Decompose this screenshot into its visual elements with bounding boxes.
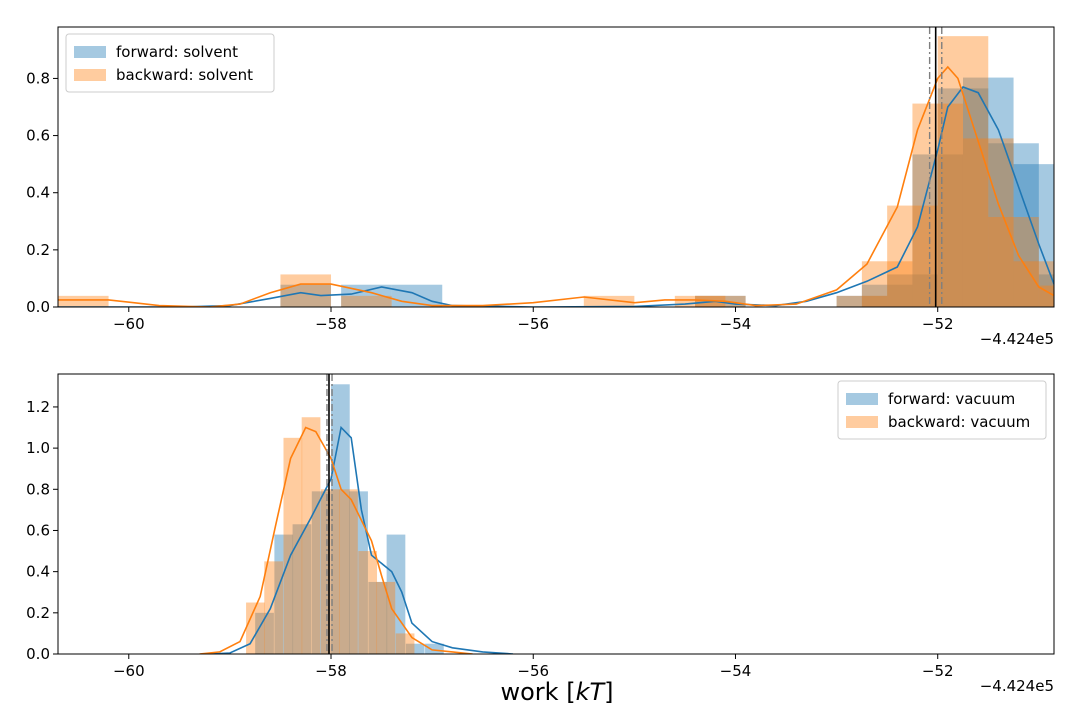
histogram-bar [988,217,1039,307]
histogram-bar [386,534,406,654]
histogram-bar [320,489,340,654]
y-tick-label: 0.8 [26,69,50,87]
histogram-bar [425,643,444,654]
histogram-bar [376,581,396,654]
legend: forward: solvent backward: solvent [65,33,275,93]
legend-frame [65,33,275,93]
kde-line-forward [209,425,514,654]
legend: forward: vacuum backward: vacuum [837,380,1047,440]
histogram-bar [58,295,109,307]
x-tick-label: −60 [113,315,145,333]
y-tick-label: 0.6 [26,521,50,539]
histogram-bar [1038,285,1054,307]
x-tick-label: −54 [720,662,752,680]
x-tick-label: −52 [922,662,954,680]
y-tick-label: 1.0 [26,439,50,457]
histogram-bar [861,284,913,307]
kde-line-backward [58,65,1054,307]
histogram-bar [836,295,888,307]
x-tick-label: −52 [922,315,954,333]
y-tick-label: 0.8 [26,480,50,498]
histogram-bar [836,295,888,307]
x-tick-label: −58 [315,315,347,333]
x-tick-label: −60 [113,662,145,680]
y-tick-label: 0.4 [26,184,50,202]
histogram-bar [395,633,415,654]
legend-swatch [74,46,106,58]
histogram-bar [912,154,963,307]
x-axis-label: work [kT] [500,678,613,706]
histogram-bar [280,274,332,307]
histogram-bar [341,295,392,307]
legend-swatch [846,393,878,405]
histogram-bar [339,489,358,654]
legend-label: backward: vacuum [888,413,1030,431]
y-tick-label: 0.2 [26,604,50,622]
histogram-bar [583,295,635,307]
histogram-bar [255,612,274,654]
axes-frame [57,26,1055,308]
x-tick-label: −58 [315,662,347,680]
solvent-panel: −60 −58 −56 −54 −52 0.0 0.2 0.4 0.6 0.8 −4.424e5 fo… [26,26,1055,348]
series-bars-forward [255,384,444,654]
histogram-bar [358,551,378,654]
histogram-bar [301,417,321,654]
plot-area [199,374,514,654]
axes-frame [57,373,1055,655]
histogram-bar [274,534,294,654]
x-offset-label: −4.424e5 [980,330,1054,348]
histogram-bar [283,437,303,654]
histogram-bar [674,295,726,307]
legend-label: backward: solvent [116,66,253,84]
legend-swatch [74,69,106,81]
histogram-bar [405,643,425,654]
series-bars-backward [246,417,415,654]
legend-swatch [846,416,878,428]
x-offset-label: −4.424e5 [980,677,1054,695]
histogram-bar [349,491,368,654]
legend-label: forward: solvent [116,43,238,61]
y-tick-label: 0.0 [26,645,50,663]
y-tick-label: 0.2 [26,241,50,259]
histogram-bar [937,88,989,307]
histogram-bar [341,284,392,307]
histogram-bar [937,36,989,307]
histogram-bar [1013,164,1054,307]
histogram-bar [1013,261,1054,307]
series-bars-backward [58,36,1054,307]
x-tick-label: −56 [517,315,549,333]
histogram-bar [368,581,388,654]
histogram-bar [912,103,963,307]
histogram-bar [311,491,331,654]
histogram-bar [264,561,283,654]
histogram-bar [861,261,913,307]
plot-area [58,27,1054,307]
legend-frame [837,380,1047,440]
x-tick-label: −56 [517,662,549,680]
y-tick-label: 0.6 [26,127,50,145]
y-tick-label: 0.4 [26,563,50,581]
legend-label: forward: vacuum [888,390,1015,408]
histogram-bar [246,602,265,654]
histogram-bar [962,77,1014,307]
histogram-bar [280,284,332,307]
y-tick-label: 1.2 [26,398,50,416]
x-tick-label: −54 [720,315,752,333]
kde-line-backward [199,426,473,654]
vacuum-panel: −60 −58 −56 −54 −52 0.0 0.2 0.4 0.6 0.8 1.0 1.2 −4.4… [26,373,1055,695]
y-tick-label: 0.0 [26,298,50,316]
histogram-bar [292,524,312,654]
